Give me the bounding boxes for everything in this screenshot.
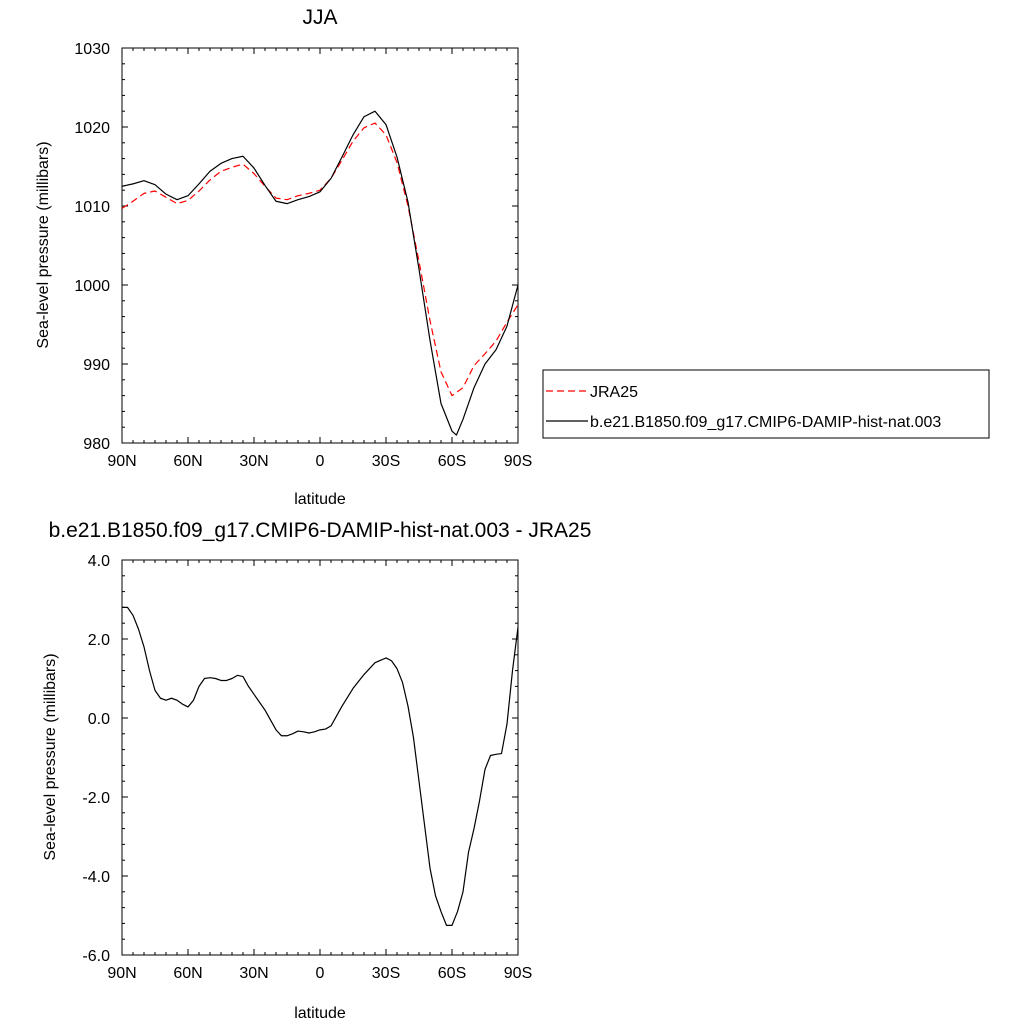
x-tick-label: 90N bbox=[107, 965, 136, 982]
top-panel-title: JJA bbox=[302, 6, 337, 29]
x-tick-label: 90S bbox=[504, 453, 532, 470]
y-tick-label: 2.0 bbox=[88, 632, 110, 649]
x-tick-label: 30S bbox=[372, 965, 400, 982]
y-tick-label: 1010 bbox=[74, 199, 110, 216]
y-tick-label: 1020 bbox=[74, 120, 110, 137]
series-line-0 bbox=[121, 122, 519, 397]
series-line-1 bbox=[121, 110, 519, 436]
x-tick-label: 30N bbox=[239, 965, 268, 982]
x-tick-label: 0 bbox=[316, 453, 325, 470]
x-tick-label: 60N bbox=[173, 965, 202, 982]
y-tick-label: 980 bbox=[83, 436, 110, 453]
top-panel-plot-area: 90N 60N 30N 0 30S 60S 90S 980 990 1000 1010 1020 103… bbox=[74, 41, 532, 470]
y-tick-label: 990 bbox=[83, 357, 110, 374]
legend-label-model: b.e21.B1850.f09_g17.CMIP6-DAMIP-hist-nat… bbox=[590, 414, 941, 431]
x-tick-label: 90N bbox=[107, 453, 136, 470]
x-tick-label: 30S bbox=[372, 453, 400, 470]
x-tick-label: 60S bbox=[438, 453, 466, 470]
top-panel-y-axis-label: Sea-level pressure (millibars) bbox=[35, 141, 52, 348]
legend-box bbox=[542, 369, 990, 439]
top-panel-x-axis-label: latitude bbox=[294, 491, 346, 508]
y-tick-label: -4.0 bbox=[82, 869, 110, 886]
bottom-panel-title: b.e21.B1850.f09_g17.CMIP6-DAMIP-hist-nat… bbox=[49, 519, 592, 542]
y-tick-label: 4.0 bbox=[88, 553, 110, 570]
bottom-panel: b.e21.B1850.f09_g17.CMIP6-DAMIP-hist-nat… bbox=[42, 519, 591, 1022]
top-panel: JJA Sea-level pressure (millibars) latit… bbox=[35, 6, 990, 508]
x-tick-label: 60S bbox=[438, 965, 466, 982]
y-tick-label: 1000 bbox=[74, 278, 110, 295]
y-tick-label: 0.0 bbox=[88, 711, 110, 728]
plot-frame bbox=[121, 47, 519, 444]
legend-label-jra25: JRA25 bbox=[590, 384, 638, 401]
plot-frame bbox=[121, 559, 519, 956]
y-tick-label: 1030 bbox=[74, 41, 110, 58]
bottom-panel-plot-area: 90N 60N 30N 0 30S 60S 90S -6.0 -4.0 -2.0 0.0 2.0 4.0 bbox=[82, 553, 532, 982]
x-tick-label: 0 bbox=[316, 965, 325, 982]
series-line-0 bbox=[122, 606, 519, 926]
x-tick-label: 60N bbox=[173, 453, 202, 470]
y-tick-label: -6.0 bbox=[82, 948, 110, 965]
legend: JRA25 b.e21.B1850.f09_g17.CMIP6-DAMIP-hi… bbox=[542, 369, 990, 439]
bottom-panel-y-axis-label: Sea-level pressure (millibars) bbox=[42, 653, 59, 860]
x-tick-label: 30N bbox=[239, 453, 268, 470]
bottom-panel-x-axis-label: latitude bbox=[294, 1005, 346, 1022]
x-tick-label: 90S bbox=[504, 965, 532, 982]
y-tick-label: -2.0 bbox=[82, 790, 110, 807]
